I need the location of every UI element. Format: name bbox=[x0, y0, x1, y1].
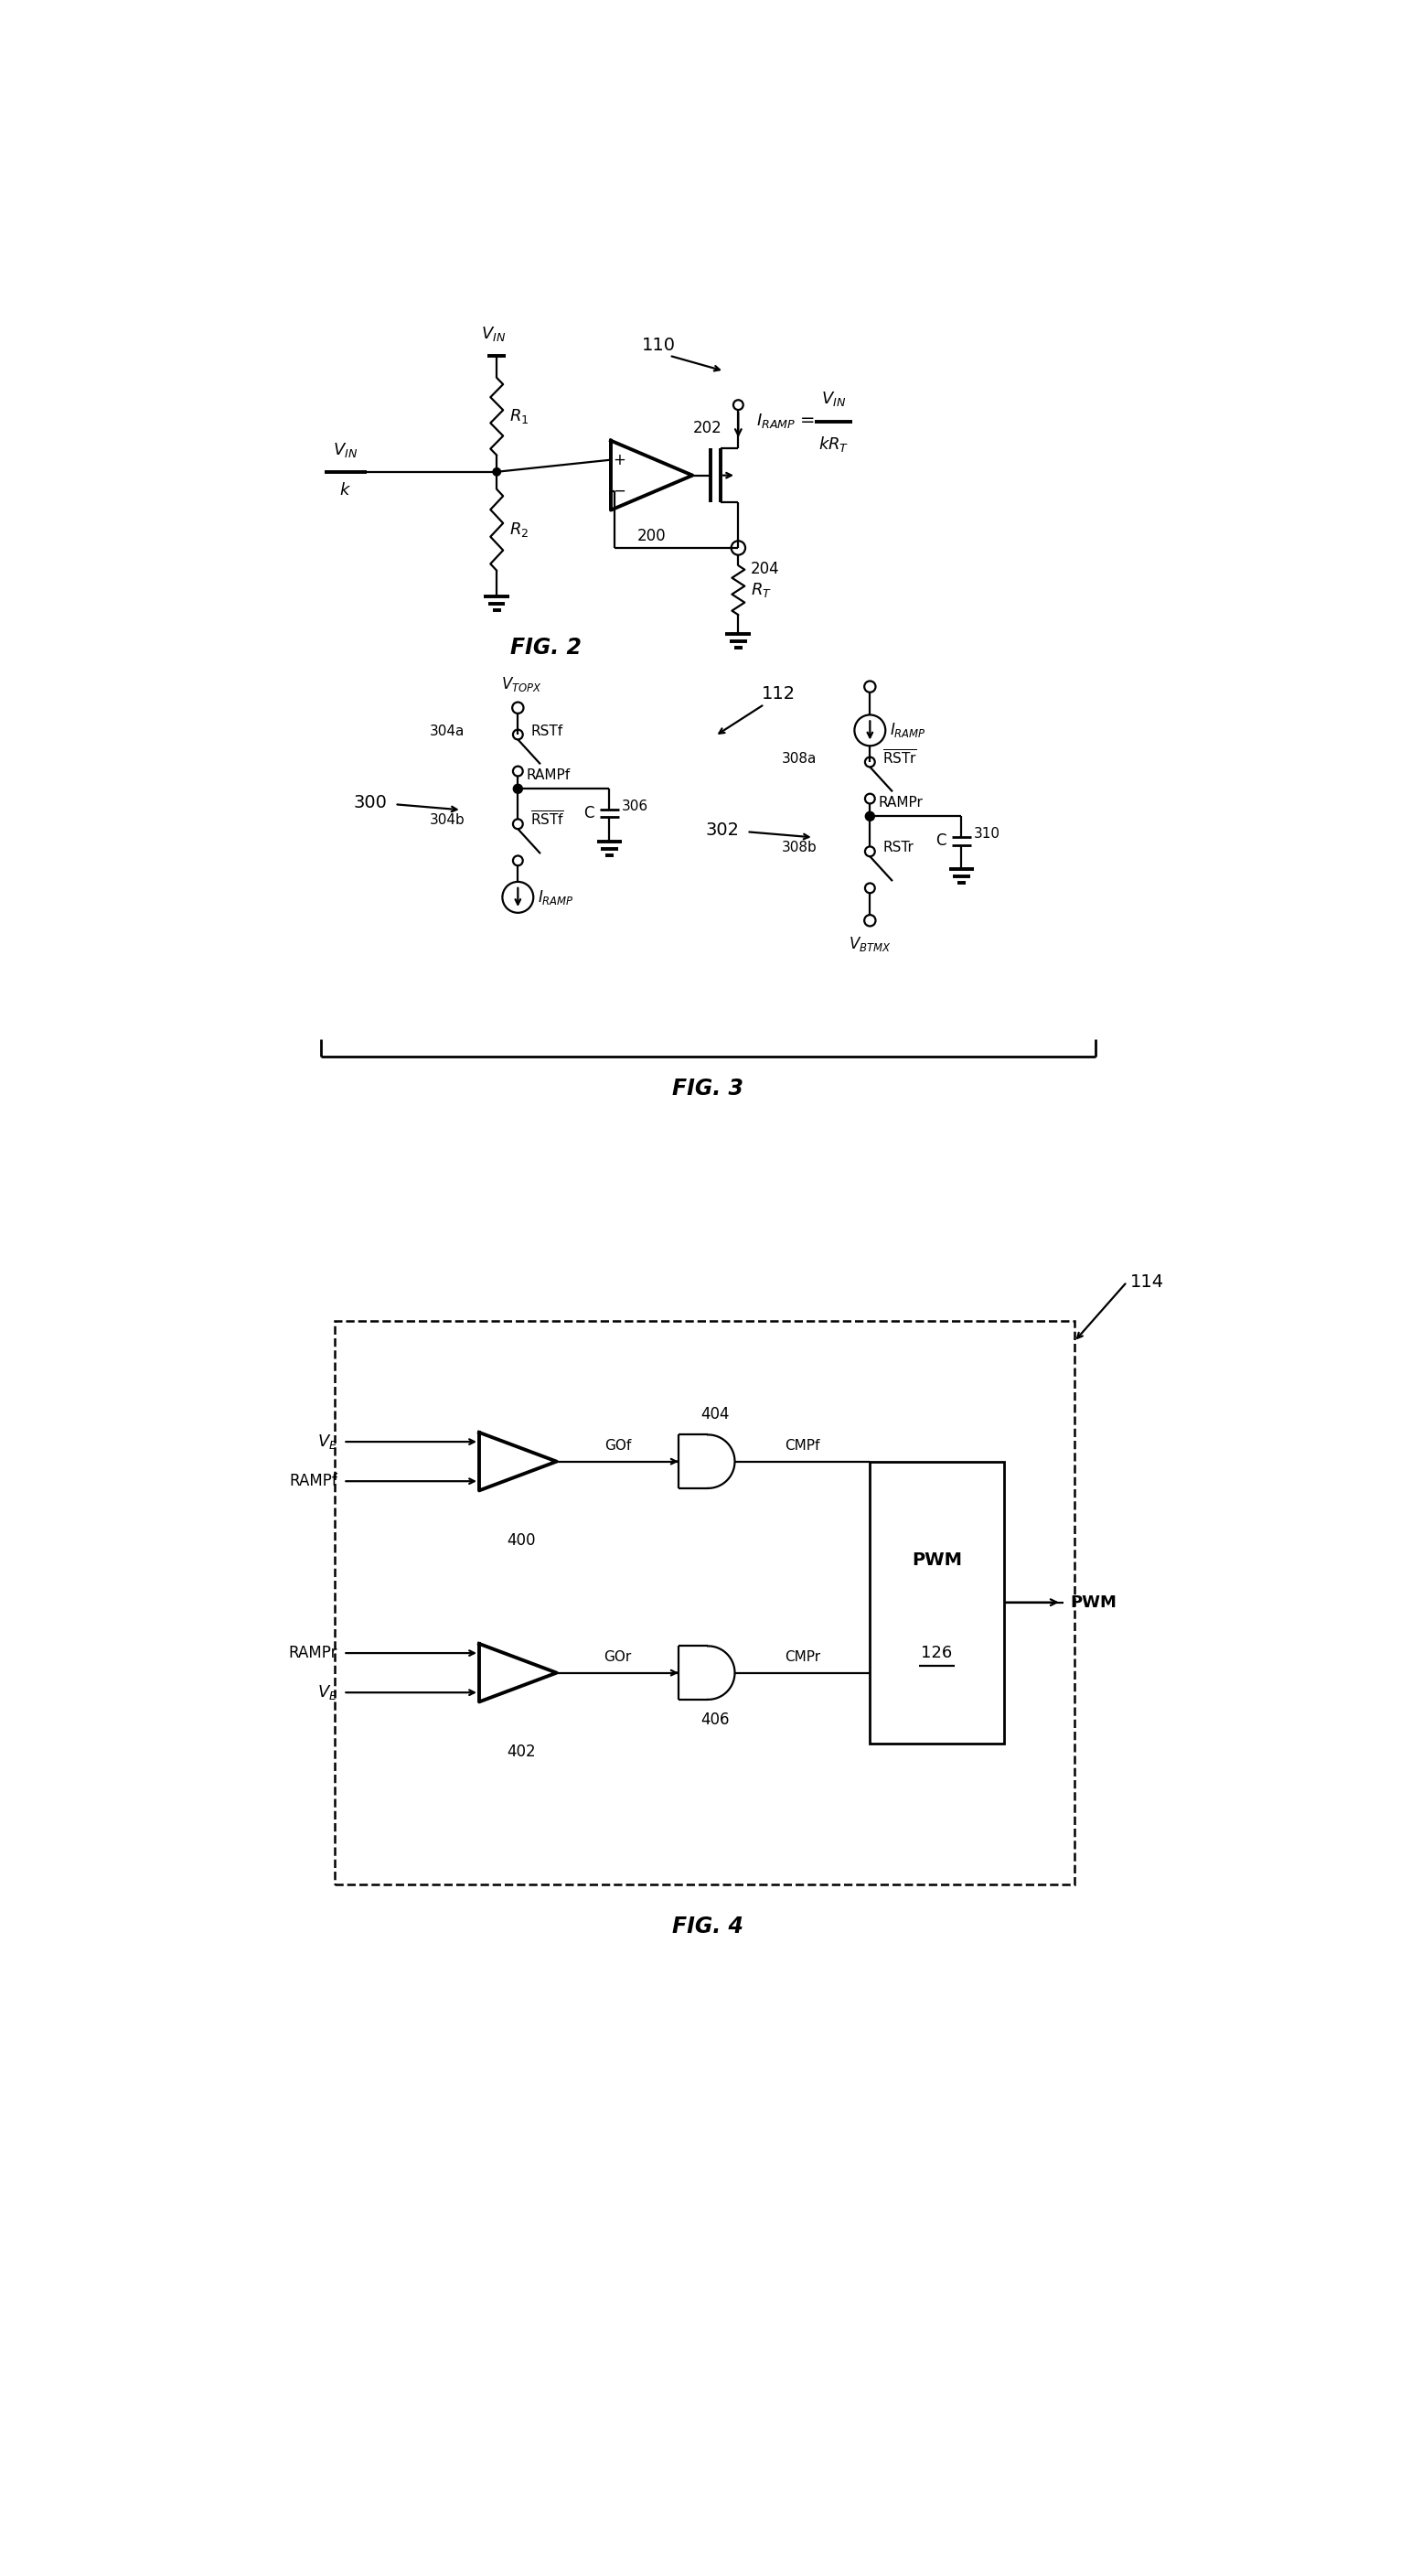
Text: RSTf: RSTf bbox=[531, 724, 563, 737]
Text: 308a: 308a bbox=[782, 752, 817, 765]
Text: 402: 402 bbox=[507, 1744, 536, 1759]
Text: C: C bbox=[583, 806, 594, 822]
Text: 114: 114 bbox=[1130, 1273, 1164, 1291]
Text: $R_2$: $R_2$ bbox=[509, 520, 529, 538]
Text: FIG. 4: FIG. 4 bbox=[672, 1917, 744, 1937]
Text: FIG. 3: FIG. 3 bbox=[672, 1077, 744, 1100]
Text: 306: 306 bbox=[622, 799, 649, 814]
Text: $V_E$: $V_E$ bbox=[317, 1682, 337, 1703]
Text: $V_{IN}$: $V_{IN}$ bbox=[333, 440, 358, 459]
Text: 112: 112 bbox=[762, 685, 796, 703]
Bar bbox=[334, 1321, 1074, 1883]
Text: $V_{BTMX}$: $V_{BTMX}$ bbox=[848, 935, 892, 953]
Text: $I_{RAMP}$: $I_{RAMP}$ bbox=[538, 889, 574, 907]
Text: 304b: 304b bbox=[429, 814, 466, 827]
Circle shape bbox=[514, 783, 522, 793]
Text: $k$: $k$ bbox=[340, 482, 351, 500]
Text: $\overline{\mathrm{RSTr}}$: $\overline{\mathrm{RSTr}}$ bbox=[883, 750, 917, 768]
Circle shape bbox=[492, 469, 501, 477]
Text: 110: 110 bbox=[642, 337, 676, 353]
Text: PWM: PWM bbox=[1071, 1595, 1118, 1610]
Text: $kR_T$: $kR_T$ bbox=[818, 435, 848, 453]
Circle shape bbox=[865, 811, 875, 822]
Text: =: = bbox=[800, 412, 816, 430]
Text: RAMPf: RAMPf bbox=[526, 768, 570, 781]
Text: $V_{IN}$: $V_{IN}$ bbox=[821, 389, 845, 407]
Text: 126: 126 bbox=[921, 1646, 952, 1662]
Text: FIG. 2: FIG. 2 bbox=[511, 636, 581, 659]
Text: 200: 200 bbox=[638, 528, 666, 544]
Bar bbox=[871, 1461, 1003, 1744]
Text: 202: 202 bbox=[693, 420, 722, 435]
Text: $I_{RAMP}$: $I_{RAMP}$ bbox=[756, 412, 796, 430]
Text: $\overline{\mathrm{RSTf}}$: $\overline{\mathrm{RSTf}}$ bbox=[531, 811, 564, 829]
Text: GOr: GOr bbox=[604, 1651, 631, 1664]
Text: $R_T$: $R_T$ bbox=[751, 582, 772, 600]
Text: CMPr: CMPr bbox=[785, 1651, 820, 1664]
Text: 204: 204 bbox=[751, 562, 780, 577]
Text: C: C bbox=[935, 832, 945, 850]
Text: PWM: PWM bbox=[912, 1551, 962, 1569]
Text: 308b: 308b bbox=[782, 842, 817, 855]
Text: $V_{TOPX}$: $V_{TOPX}$ bbox=[501, 675, 542, 693]
Text: 400: 400 bbox=[507, 1533, 536, 1548]
Text: 304a: 304a bbox=[430, 724, 466, 737]
Text: $R_1$: $R_1$ bbox=[509, 407, 529, 425]
Text: $V_{IN}$: $V_{IN}$ bbox=[481, 325, 505, 343]
Text: 302: 302 bbox=[706, 822, 739, 840]
Text: −: − bbox=[612, 482, 625, 500]
Text: RAMPf: RAMPf bbox=[289, 1473, 337, 1489]
Text: CMPf: CMPf bbox=[785, 1440, 820, 1453]
Text: 406: 406 bbox=[701, 1710, 729, 1728]
Text: RSTr: RSTr bbox=[883, 840, 913, 855]
Text: RAMPr: RAMPr bbox=[289, 1646, 337, 1662]
Text: 300: 300 bbox=[353, 793, 387, 811]
Text: +: + bbox=[612, 451, 625, 469]
Text: 404: 404 bbox=[701, 1406, 729, 1422]
Text: $I_{RAMP}$: $I_{RAMP}$ bbox=[890, 721, 926, 739]
Text: RAMPr: RAMPr bbox=[879, 796, 923, 809]
Text: $V_E$: $V_E$ bbox=[317, 1432, 337, 1450]
Text: 310: 310 bbox=[974, 827, 1000, 840]
Text: GOf: GOf bbox=[604, 1440, 631, 1453]
